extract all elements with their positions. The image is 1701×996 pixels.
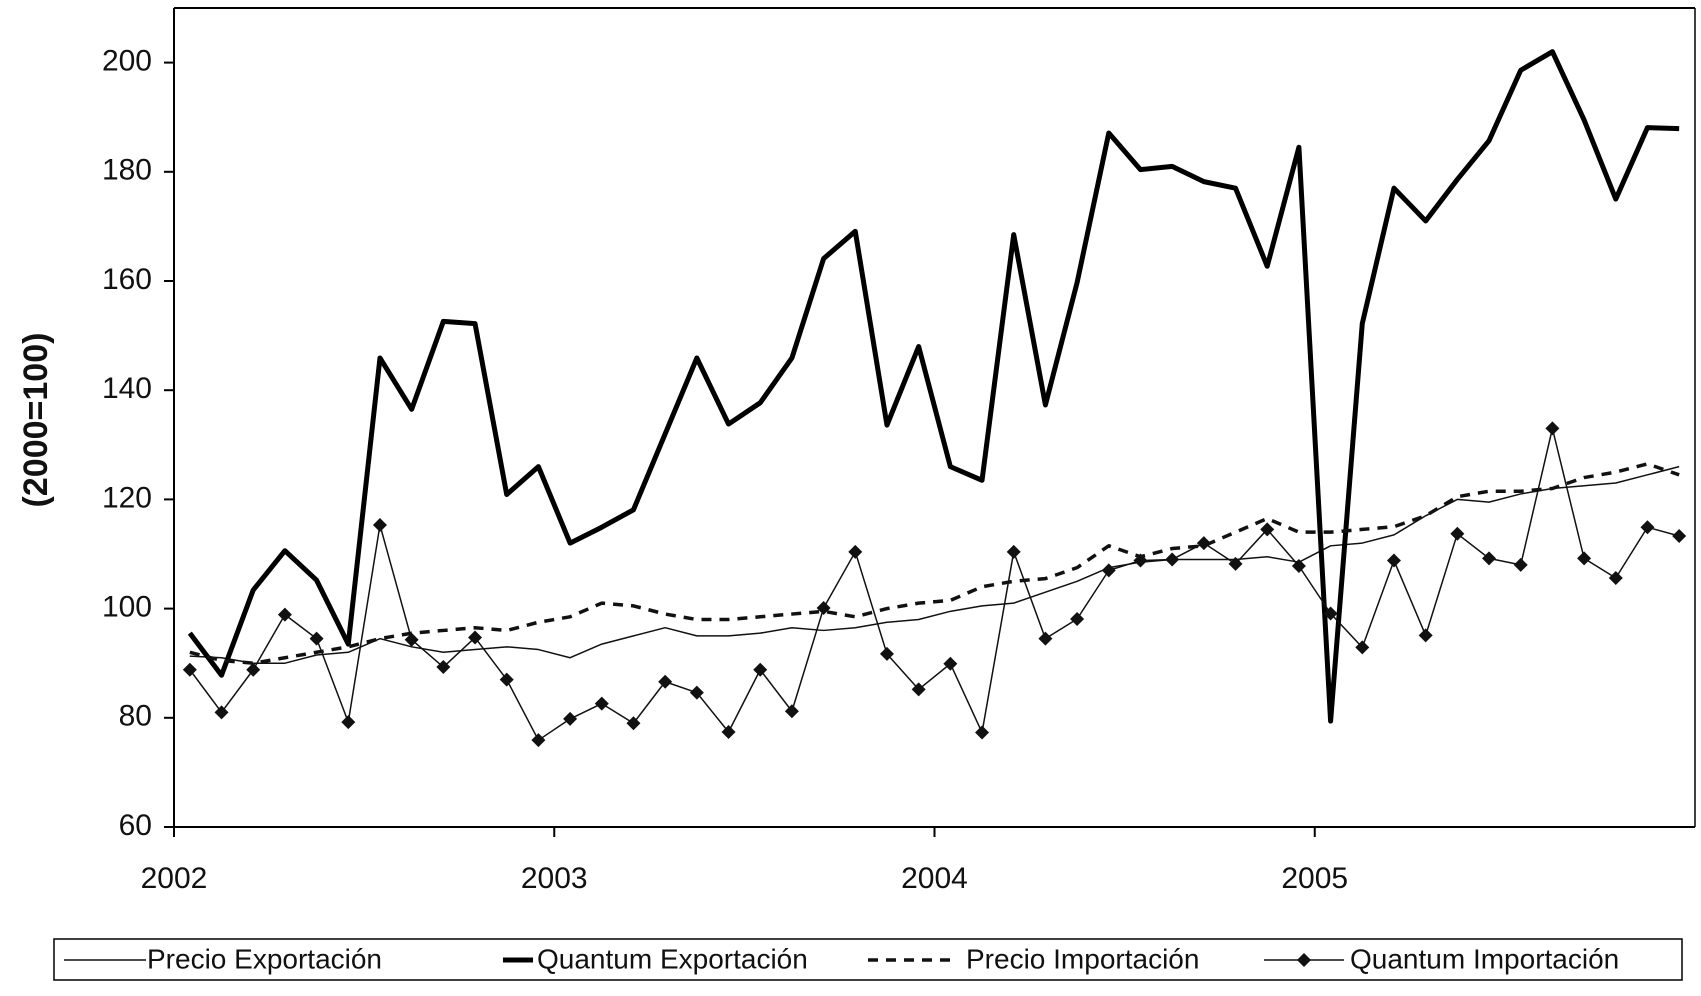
y-tick-label: 200 — [102, 45, 152, 78]
series-marker — [1386, 553, 1401, 568]
series-marker — [1545, 421, 1560, 436]
series-marker — [721, 724, 736, 739]
y-tick-label: 80 — [119, 700, 152, 733]
x-tick-label: 2005 — [1281, 862, 1348, 895]
series-marker — [531, 733, 546, 748]
series-marker — [309, 631, 324, 646]
series-marker — [1513, 557, 1528, 572]
series-marker — [1228, 556, 1243, 571]
series-marker — [1038, 631, 1053, 646]
legend: Precio Exportación Quantum Exportación Pre… — [53, 938, 1683, 981]
series-marker — [879, 646, 894, 661]
x-tick-label: 2003 — [521, 862, 588, 895]
series-marker — [848, 544, 863, 559]
series-marker — [499, 672, 514, 687]
legend-box — [53, 938, 1683, 981]
y-tick-label: 140 — [102, 372, 152, 405]
y-tick-label: 180 — [102, 154, 152, 187]
series-marker — [753, 662, 768, 677]
y-tick-label: 120 — [102, 481, 152, 514]
series-line — [187, 49, 1680, 724]
series-marker — [246, 662, 261, 677]
series-marker — [1450, 526, 1465, 541]
legend-label: Quantum Importación — [1350, 943, 1619, 974]
series-marker — [784, 704, 799, 719]
y-tick-label: 60 — [119, 809, 152, 842]
series-marker — [1133, 553, 1148, 568]
series-marker — [975, 725, 990, 740]
series-marker — [943, 656, 958, 671]
series-marker — [214, 705, 229, 720]
series-marker — [1196, 536, 1211, 551]
series-line — [189, 462, 1680, 665]
series-marker — [1482, 551, 1497, 566]
series-marker — [1355, 640, 1370, 655]
series-marker — [1291, 559, 1306, 574]
series-marker — [1608, 571, 1623, 586]
series-marker — [626, 716, 641, 731]
series-marker — [182, 662, 197, 677]
series-marker — [689, 685, 704, 700]
series-marker — [658, 674, 673, 689]
series-marker — [1323, 606, 1338, 621]
series-marker — [277, 607, 292, 622]
series-marker — [594, 696, 609, 711]
series-marker — [468, 630, 483, 645]
series-marker — [1070, 611, 1085, 626]
series-marker — [1672, 528, 1687, 543]
series-marker — [404, 632, 419, 647]
series-line — [189, 465, 1680, 664]
series-marker — [1418, 628, 1433, 643]
legend-label: Precio Importación — [966, 943, 1199, 974]
series-marker — [1260, 522, 1275, 537]
x-tick-label: 2002 — [141, 862, 208, 895]
y-tick-label: 160 — [102, 263, 152, 296]
series-marker — [1101, 563, 1116, 578]
series-marker — [1640, 520, 1655, 535]
legend-label: Quantum Exportación — [537, 943, 808, 974]
x-tick-label: 2004 — [901, 862, 968, 895]
series-marker — [1577, 551, 1592, 566]
series-marker — [1165, 552, 1180, 567]
series-marker — [911, 682, 926, 697]
series-marker — [816, 601, 831, 616]
series-marker — [341, 715, 356, 730]
series-marker — [563, 711, 578, 726]
y-tick-label: 100 — [102, 591, 152, 624]
series-marker — [1006, 544, 1021, 559]
y-axis-label: (2000=100) — [17, 333, 55, 508]
series-line — [189, 427, 1680, 741]
series-marker — [436, 660, 451, 675]
legend-marker — [1297, 953, 1311, 967]
legend-label: Precio Exportación — [147, 943, 382, 974]
series-marker — [372, 518, 387, 533]
